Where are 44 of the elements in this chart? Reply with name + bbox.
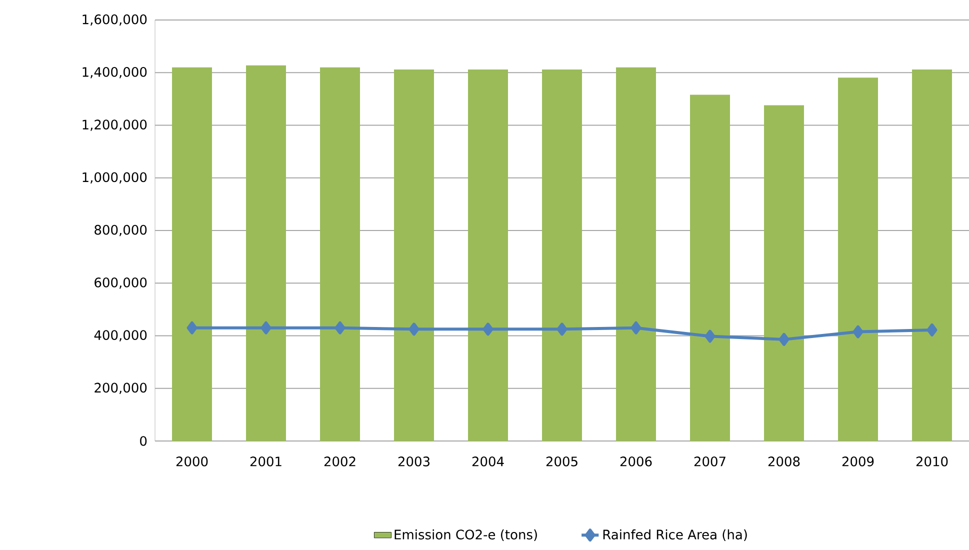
point <box>334 321 346 334</box>
x-tick-label: 2002 <box>324 456 356 466</box>
point <box>482 322 494 336</box>
legend-label: Emission CO2-e (tons) <box>394 529 537 541</box>
x-tick-label: 2009 <box>842 456 874 466</box>
x-tick-label: 2000 <box>176 456 208 466</box>
point <box>778 332 790 346</box>
y-tick-label: 1,000,000 <box>82 172 147 184</box>
bar <box>320 67 360 442</box>
y-tick-label: 400,000 <box>94 330 147 342</box>
point <box>556 322 568 336</box>
point <box>926 323 938 336</box>
bar <box>616 67 656 442</box>
x-tick-label: 2001 <box>250 456 282 466</box>
bar <box>172 67 212 442</box>
point <box>704 330 716 343</box>
y-tick-label: 800,000 <box>94 224 147 236</box>
bar <box>394 69 434 442</box>
x-tick-label: 2007 <box>694 456 726 466</box>
x-tick-label: 2010 <box>916 456 948 466</box>
y-tick-label: 1,400,000 <box>82 67 147 78</box>
bar <box>838 78 878 442</box>
y-tick-label: 1,200,000 <box>82 120 147 131</box>
point <box>408 322 420 336</box>
x-tick-label: 2005 <box>546 456 578 466</box>
y-tick-label: 1,600,000 <box>82 14 147 26</box>
bar <box>912 69 952 442</box>
point <box>186 321 198 334</box>
point <box>260 321 272 334</box>
bar <box>468 69 508 442</box>
y-tick-label: 600,000 <box>94 278 147 289</box>
bar <box>764 105 804 442</box>
bar <box>246 65 286 442</box>
y-tick-label: 0 <box>140 436 147 446</box>
x-tick-label: 2004 <box>472 456 504 466</box>
x-tick-label: 2003 <box>398 456 430 466</box>
y-tick-label: 200,000 <box>94 382 147 394</box>
bar <box>542 69 582 442</box>
point <box>630 321 642 334</box>
bar <box>690 94 730 442</box>
point <box>852 325 864 338</box>
x-tick-label: 2008 <box>768 456 800 466</box>
x-tick-label: 2006 <box>620 456 652 466</box>
legend-label: Rainfed Rice Area (ha) <box>603 529 747 541</box>
